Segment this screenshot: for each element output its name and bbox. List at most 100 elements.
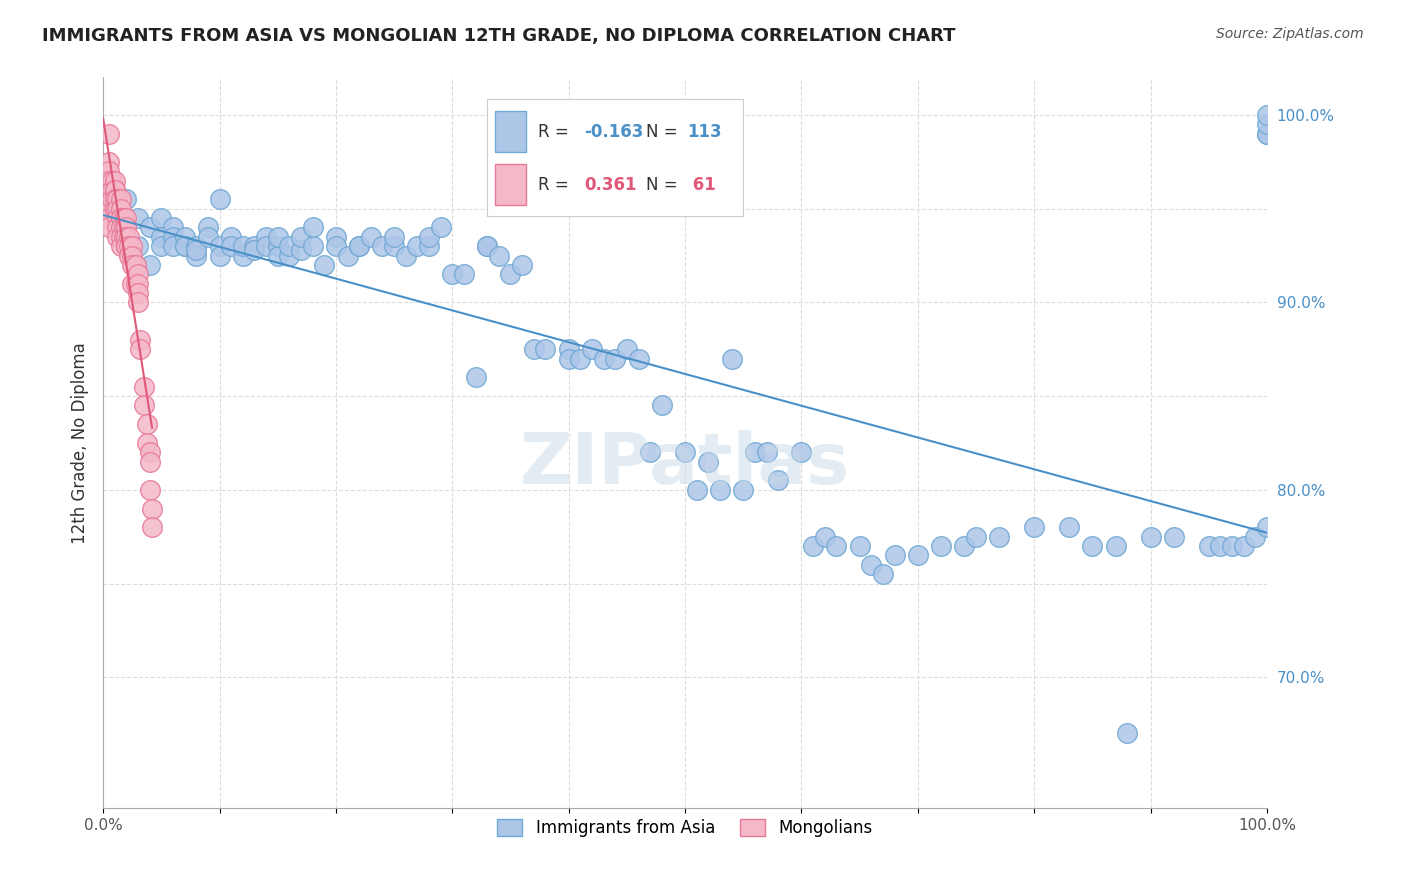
Point: [301, 220, 323, 235]
Point: [325, 239, 347, 253]
Point: [371, 239, 394, 253]
Point: [232, 239, 254, 253]
Point: [1256, 520, 1278, 534]
Point: [290, 229, 312, 244]
Point: [1256, 117, 1278, 131]
Point: [453, 267, 475, 281]
Point: [110, 202, 132, 216]
Point: [186, 239, 208, 253]
Point: [125, 277, 148, 291]
Point: [141, 501, 163, 516]
Point: [1256, 127, 1278, 141]
Point: [627, 351, 650, 366]
Point: [136, 436, 159, 450]
Point: [848, 539, 870, 553]
Point: [138, 220, 160, 235]
Point: [860, 558, 883, 572]
Point: [115, 239, 138, 253]
Point: [1233, 539, 1256, 553]
Point: [801, 539, 824, 553]
Point: [97, 202, 120, 216]
Point: [569, 351, 592, 366]
Point: [186, 248, 208, 262]
Point: [150, 211, 173, 225]
Point: [790, 445, 813, 459]
Point: [709, 483, 731, 497]
Text: IMMIGRANTS FROM ASIA VS MONGOLIAN 12TH GRADE, NO DIPLOMA CORRELATION CHART: IMMIGRANTS FROM ASIA VS MONGOLIAN 12TH G…: [42, 27, 956, 45]
Point: [115, 239, 138, 253]
Point: [121, 239, 143, 253]
Point: [1256, 108, 1278, 122]
Point: [118, 229, 141, 244]
Point: [1116, 726, 1139, 740]
Point: [733, 483, 755, 497]
Point: [115, 192, 138, 206]
Point: [557, 343, 579, 357]
Point: [814, 530, 837, 544]
Point: [150, 239, 173, 253]
Point: [118, 239, 141, 253]
Point: [136, 417, 159, 432]
Text: Source: ZipAtlas.com: Source: ZipAtlas.com: [1216, 27, 1364, 41]
Point: [112, 220, 135, 235]
Point: [104, 202, 127, 216]
Point: [988, 530, 1011, 544]
Point: [1081, 539, 1104, 553]
Point: [382, 239, 405, 253]
Point: [141, 520, 163, 534]
Point: [105, 229, 128, 244]
Point: [186, 243, 208, 257]
Point: [488, 248, 510, 262]
Point: [418, 239, 440, 253]
Point: [127, 285, 149, 300]
Point: [744, 445, 766, 459]
Point: [125, 258, 148, 272]
Point: [406, 239, 429, 253]
Point: [1163, 530, 1185, 544]
Point: [254, 229, 277, 244]
Point: [162, 239, 184, 253]
Point: [115, 220, 138, 235]
Point: [105, 192, 128, 206]
Point: [97, 183, 120, 197]
Point: [105, 202, 128, 216]
Point: [243, 243, 266, 257]
Point: [267, 248, 290, 262]
Point: [219, 229, 242, 244]
Point: [477, 239, 499, 253]
Point: [382, 229, 405, 244]
Point: [534, 343, 557, 357]
Point: [197, 220, 219, 235]
Point: [132, 399, 155, 413]
Point: [129, 343, 152, 357]
Point: [97, 192, 120, 206]
Point: [929, 539, 952, 553]
Point: [219, 239, 242, 253]
Point: [697, 455, 720, 469]
Point: [965, 530, 987, 544]
Point: [129, 333, 152, 347]
Point: [592, 351, 614, 366]
Point: [127, 295, 149, 310]
Point: [115, 211, 138, 225]
Point: [686, 483, 709, 497]
Point: [150, 229, 173, 244]
Point: [138, 258, 160, 272]
Point: [110, 239, 132, 253]
Point: [278, 239, 301, 253]
Point: [110, 211, 132, 225]
Point: [127, 267, 149, 281]
Point: [557, 351, 579, 366]
Point: [1198, 539, 1220, 553]
Point: [173, 239, 195, 253]
Point: [336, 248, 359, 262]
Point: [1057, 520, 1080, 534]
Point: [121, 277, 143, 291]
Point: [325, 229, 347, 244]
Point: [97, 173, 120, 187]
Point: [121, 248, 143, 262]
Point: [429, 220, 451, 235]
Point: [118, 248, 141, 262]
Point: [418, 229, 440, 244]
Point: [115, 229, 138, 244]
